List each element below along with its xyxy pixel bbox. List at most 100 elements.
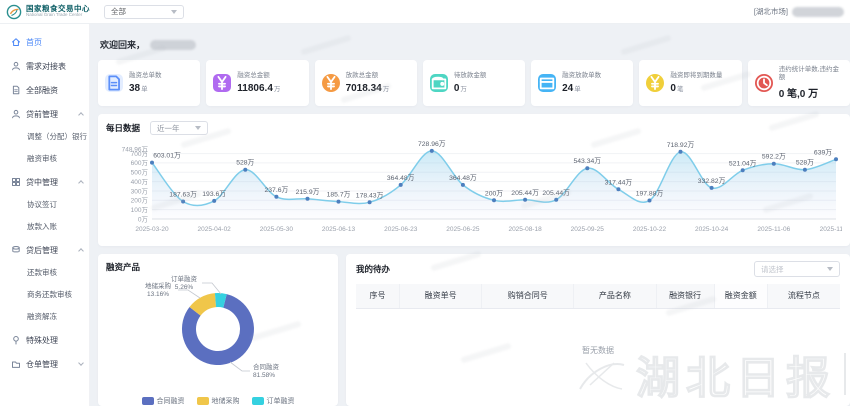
sidebar-subitem[interactable]: 还款审核 (27, 268, 57, 277)
sidebar-item-label: 需求对接表 (26, 61, 66, 71)
brand-title: 国家粮食交易中心 (26, 4, 90, 14)
chevron-down-icon (171, 9, 177, 14)
chevron-icon (78, 360, 84, 366)
todo-column-header: 融资单号 (399, 284, 483, 309)
svg-text:2025-03-20: 2025-03-20 (135, 226, 169, 233)
sidebar-subitem[interactable]: 融资审核 (27, 154, 57, 163)
sidebar-item-7[interactable]: 仓单管理 (0, 352, 89, 376)
svg-text:197.88万: 197.88万 (636, 190, 664, 198)
market-select[interactable]: 全部 (104, 4, 184, 19)
sidebar-subitem[interactable]: 融资解冻 (27, 312, 57, 321)
brand-logo-icon (6, 4, 22, 19)
svg-text:地储采购: 地储采购 (145, 281, 172, 290)
svg-text:332.82万: 332.82万 (698, 177, 726, 185)
stat-card-0: 融资总单数 38单 (98, 60, 201, 106)
sidebar-subitem[interactable]: 放款入账 (27, 222, 57, 231)
legend-item[interactable]: 地储采购 (196, 396, 240, 406)
sidebar-item-label: 贷中管理 (26, 177, 58, 187)
svg-text:400万: 400万 (131, 178, 149, 186)
svg-text:2025-09-25: 2025-09-25 (571, 226, 605, 233)
svg-text:728.96万: 728.96万 (418, 140, 446, 148)
card-icon (538, 74, 557, 92)
pie-legend: 合同融资 地储采购 订单融资 (106, 396, 330, 406)
legend-swatch-icon (196, 397, 209, 405)
clock-icon (754, 74, 773, 92)
sidebar-item-4[interactable]: 贷中管理 (0, 170, 89, 194)
sidebar-subitem[interactable]: 商务还款审核 (27, 290, 72, 299)
svg-text:178.43万: 178.43万 (356, 191, 384, 199)
sidebar-item-5[interactable]: 贷后管理 (0, 238, 89, 262)
svg-text:2025-06-13: 2025-06-13 (322, 226, 356, 233)
wallet-icon (429, 74, 448, 92)
svg-text:100万: 100万 (131, 206, 149, 214)
stat-label: 融资放款单数 (562, 71, 602, 79)
sidebar-item-label: 贷前管理 (26, 109, 58, 119)
main-content: 欢迎回来， 融资总单数 38单 融资总金额 11806.4万 放款总金额 7018.34万… (90, 24, 850, 406)
yen-icon (213, 74, 232, 92)
sidebar-subitem[interactable]: 协议签订 (27, 200, 57, 209)
stat-card-5: 融资即将到期数量 0笔 (639, 60, 742, 106)
user-name-redacted[interactable] (792, 6, 844, 17)
sidebar-item-6[interactable]: 特殊处理 (0, 328, 89, 352)
daily-chart-card: 每日数据 近一年 0万 100万 200万 300万 400万 500万 600万 700万 7… (98, 114, 850, 246)
todo-filter-placeholder: 请选择 (761, 264, 784, 274)
doc-icon (105, 74, 123, 92)
svg-text:205.44万: 205.44万 (511, 189, 539, 197)
legend-label: 订单融资 (266, 398, 295, 405)
yen-icon (321, 74, 340, 92)
todo-filter-select[interactable]: 请选择 (754, 261, 840, 277)
stat-card-1: 融资总金额 11806.4万 (206, 60, 309, 106)
sidebar-item-0[interactable]: 首页 (0, 30, 89, 54)
svg-text:2025-05-30: 2025-05-30 (260, 226, 294, 233)
svg-text:81.58%: 81.58% (253, 372, 275, 379)
user-icon (11, 61, 21, 71)
coins-icon (11, 245, 21, 255)
sidebar-item-2[interactable]: 全部融资 (0, 78, 89, 102)
todo-column-header: 流程节点 (767, 284, 840, 309)
stat-label: 融资总金额 (237, 71, 270, 79)
sidebar-item-label: 首页 (26, 37, 42, 47)
stat-value: 24单 (562, 83, 581, 95)
sidebar-item-label: 全部融资 (26, 85, 58, 95)
stat-label: 放款总金额 (345, 71, 379, 79)
svg-text:364.48万: 364.48万 (387, 174, 415, 182)
svg-text:185.7万: 185.7万 (327, 191, 351, 199)
svg-text:2025-06-25: 2025-06-25 (446, 226, 480, 233)
chevron-down-icon (195, 126, 202, 130)
todo-column-header: 融资银行 (656, 284, 715, 309)
sidebar-item-1[interactable]: 需求对接表 (0, 54, 89, 78)
stat-value: 0 笔,0 万 (778, 89, 819, 101)
legend-label: 合同融资 (156, 398, 185, 405)
svg-text:215.9万: 215.9万 (296, 188, 320, 196)
svg-text:718.92万: 718.92万 (667, 141, 695, 149)
legend-item[interactable]: 合同融资 (141, 396, 185, 406)
doc-icon (11, 85, 21, 95)
date-range-select[interactable]: 近一年 (150, 121, 209, 135)
svg-text:603.01万: 603.01万 (153, 152, 181, 160)
svg-text:合同融资: 合同融资 (253, 362, 280, 371)
svg-text:543.34万: 543.34万 (574, 157, 602, 165)
sidebar-subitem[interactable]: 调整（分配）银行 (27, 132, 87, 141)
stat-value: 0万 (453, 83, 467, 95)
sidebar-item-label: 贷后管理 (26, 245, 58, 255)
daily-chart-title: 每日数据 (106, 123, 141, 133)
stat-card-4: 融资放款单数 24单 (531, 60, 634, 106)
stat-value: 7018.34万 (345, 83, 390, 95)
svg-text:193.6万: 193.6万 (202, 190, 226, 198)
stats-row: 融资总单数 38单 融资总金额 11806.4万 放款总金额 7018.34万 待放款金额 0… (98, 60, 850, 106)
brand-subtitle: National Grain Trade Center (26, 12, 83, 18)
todo-column-header: 购销合同号 (481, 284, 575, 309)
legend-item[interactable]: 订单融资 (251, 396, 295, 406)
svg-text:0万: 0万 (138, 215, 149, 223)
svg-text:2025-10-24: 2025-10-24 (695, 226, 729, 233)
svg-text:2025-08-18: 2025-08-18 (508, 226, 542, 233)
svg-text:592.2万: 592.2万 (762, 153, 786, 161)
sidebar: 首页需求对接表全部融资贷前管理调整（分配）银行 融资审核贷中管理协议签订放款入账贷… (0, 24, 90, 406)
todo-table: 序号 融资单号 购销合同号 产品名称 融资银行 融资金额 流程节点 (356, 284, 840, 309)
chevron-down-icon (827, 267, 833, 271)
svg-text:600万: 600万 (131, 159, 149, 167)
svg-text:528万: 528万 (236, 159, 254, 167)
svg-text:订单融资: 订单融资 (171, 274, 198, 283)
sidebar-item-3[interactable]: 贷前管理 (0, 102, 89, 126)
